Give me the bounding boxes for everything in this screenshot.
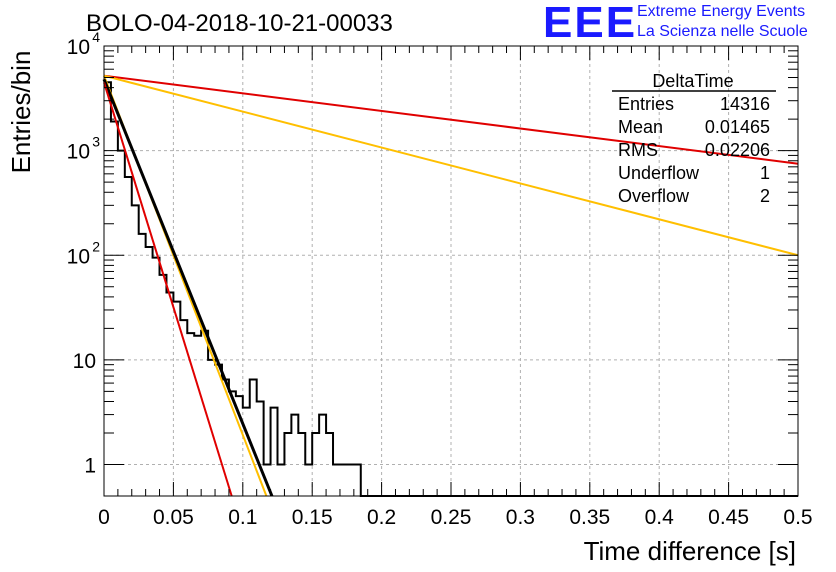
x-axis: 0 0.05 0.1 0.15 0.2 0.25 0.3 0.35 0.4 0.45 0.5 [98, 46, 813, 529]
stats-value: 14316 [720, 94, 770, 114]
x-tick-label: 0 [98, 506, 110, 529]
x-tick-label: 0.05 [153, 506, 194, 529]
x-tick-label: 0.45 [708, 506, 749, 529]
stats-label: RMS [618, 140, 658, 160]
y-tick-exponent: 2 [92, 238, 100, 254]
x-tick-label: 0.4 [645, 506, 675, 529]
x-tick-label: 0.35 [569, 506, 610, 529]
grid-lines [104, 46, 798, 496]
stats-label: Mean [618, 117, 663, 137]
stats-label: Underflow [618, 163, 700, 183]
stats-label: Entries [618, 94, 674, 114]
x-tick-label: 0.2 [367, 506, 396, 529]
y-tick-label: 1 [84, 455, 96, 478]
stats-value: 0.02206 [705, 140, 770, 160]
fit-curve-3 [102, 78, 274, 497]
y-axis-label: Entries/bin [6, 51, 36, 174]
chart-title: BOLO-04-2018-10-21-00033 [86, 10, 393, 37]
x-tick-label: 0.25 [431, 506, 472, 529]
y-tick-exponent: 4 [92, 29, 100, 45]
y-tick-exponent: 3 [92, 134, 100, 150]
x-tick-label: 0.1 [228, 506, 257, 529]
y-tick-label: 10 [67, 245, 90, 268]
x-tick-label: 0.3 [506, 506, 535, 529]
fit-curve-1 [103, 74, 799, 257]
logo-text-line1: Extreme Energy Events [637, 3, 806, 20]
logo-text-line2: La Scienza nelle Scuole [637, 23, 808, 40]
stats-value: 2 [760, 186, 770, 206]
stats-value: 0.01465 [705, 117, 770, 137]
y-tick-label: 10 [67, 141, 90, 164]
y-tick-label: 10 [73, 350, 96, 373]
x-axis-label: Time difference [s] [584, 536, 796, 566]
stats-box: DeltaTime Entries 14316 Mean 0.01465 RMS 0.02… [612, 71, 776, 206]
x-tick-label: 0.5 [783, 506, 812, 529]
fit-curves [102, 74, 799, 497]
eee-logo: EEE [543, 0, 638, 47]
y-tick-label: 10 [67, 36, 90, 59]
fit-curve-4 [103, 81, 233, 497]
stats-value: 1 [760, 163, 770, 183]
stats-box-title: DeltaTime [652, 71, 733, 91]
stats-label: Overflow [618, 186, 690, 206]
x-tick-label: 0.15 [292, 506, 333, 529]
fit-curve-0 [103, 74, 799, 165]
